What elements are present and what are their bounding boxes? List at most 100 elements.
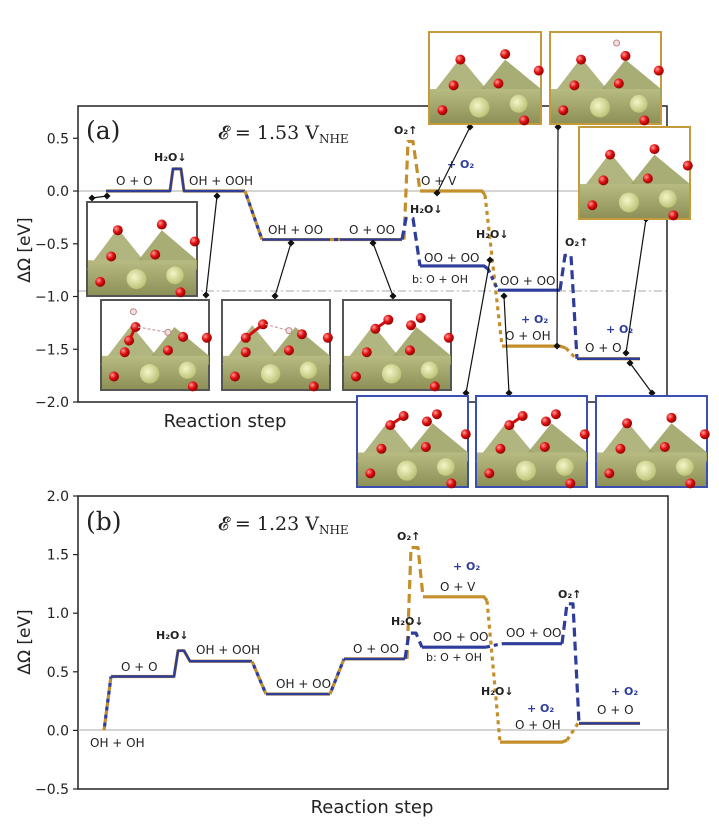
- path-b-blue-o2-peak: [560, 602, 581, 724]
- connector-marker: [462, 389, 470, 397]
- oxygen-atom: [308, 381, 319, 392]
- oxygen-atom: [361, 347, 372, 358]
- o2-release-label: O₂↑: [394, 124, 417, 137]
- metal-atom: [589, 97, 610, 118]
- y-tick-label: 1.0: [47, 606, 69, 622]
- state-label-O+O: O + O: [116, 174, 153, 188]
- state-label-O+O: O + O: [121, 660, 158, 674]
- oxygen-atom: [112, 225, 123, 236]
- oxygen-atom: [579, 429, 590, 440]
- metal-atom: [658, 189, 677, 208]
- h2o-release-label: H₂O↓: [410, 203, 443, 216]
- metal-atom: [515, 460, 536, 481]
- y-axis-label-b: ΔΩ [eV]: [15, 609, 35, 674]
- oxygen-atom: [385, 420, 396, 431]
- o2-release-label: O₂↑: [558, 588, 581, 601]
- metal-atom: [618, 192, 639, 213]
- oxygen-atom: [258, 319, 269, 330]
- oxygen-atom: [150, 249, 161, 260]
- panel-b: 2.0 1.5 1.0 0.5 0.0 −0.5 ΔΩ [eV] Reaction ste…: [15, 489, 669, 818]
- plus-o2-label: + O₂: [611, 685, 638, 698]
- oxygen-atom: [620, 50, 631, 61]
- inset-O+OH: [549, 31, 664, 126]
- oxygen-atom: [460, 429, 471, 440]
- oxygen-atom: [533, 65, 544, 76]
- oxygen-atom: [446, 478, 457, 489]
- metal-atom: [139, 364, 160, 384]
- oxygen-atom: [431, 409, 442, 420]
- connector-marker: [202, 291, 210, 299]
- inset-O+O-final: [595, 395, 710, 489]
- inset-O+OO: [342, 299, 454, 392]
- path-b-5-blue: [328, 658, 346, 695]
- path-b-gold-O+OH: [500, 738, 568, 744]
- oxygen-atom: [296, 329, 307, 340]
- path-a-gold-o2-peak: [402, 139, 422, 240]
- plus-o2-label: + O₂: [447, 158, 474, 171]
- oxygen-atom: [615, 443, 626, 454]
- path-a-gold-O+V: [420, 189, 487, 196]
- y-tick-label: −0.5: [35, 237, 69, 253]
- oxygen-atom: [622, 418, 633, 429]
- oxygen-atom: [420, 441, 431, 452]
- connector-marker: [466, 123, 474, 131]
- oxygen-atom: [178, 331, 189, 342]
- x-axis-label-a: Reaction step: [164, 411, 287, 432]
- y-tick-label: 0.5: [47, 131, 69, 147]
- connector-line: [205, 195, 218, 296]
- structure-insets: [86, 31, 710, 489]
- oxygen-atom: [175, 287, 186, 298]
- oxygen-atom: [189, 236, 200, 247]
- connector-marker: [88, 194, 96, 202]
- metal-atom: [469, 97, 490, 118]
- octahedron-shape: [429, 57, 494, 99]
- oxygen-atom: [240, 347, 251, 358]
- connector-line: [625, 218, 647, 354]
- octahedron-shape: [386, 327, 451, 365]
- oxygen-atom: [398, 411, 409, 422]
- potential-title-a: 𝓔 = 1.53 VNHE: [218, 122, 349, 146]
- path-a-blue-o2-peak: [558, 253, 579, 359]
- path-b-5-gold: [328, 658, 346, 695]
- branch-b-label: b: O + OH: [412, 273, 468, 286]
- octahedron-shape: [623, 154, 690, 194]
- state-label-O+OO: O + OO: [353, 642, 399, 656]
- octahedron-shape: [131, 230, 197, 270]
- connector-line: [556, 126, 559, 347]
- oxygen-atom: [322, 332, 333, 343]
- oxygen-atom: [540, 416, 551, 427]
- y-tick-label: 0.5: [47, 665, 69, 681]
- metal-atom: [436, 458, 455, 476]
- connector-marker: [622, 349, 630, 357]
- oxygen-atom: [587, 200, 598, 211]
- oxygen-atom: [437, 105, 448, 116]
- octahedron-shape: [520, 423, 587, 462]
- oxygen-atom: [500, 49, 511, 60]
- connector-line: [503, 295, 510, 394]
- oxygen-atom: [598, 175, 609, 186]
- path-b-gold-O+V: [423, 595, 489, 602]
- state-label-OO+OO: OO + OO: [433, 630, 488, 644]
- oxygen-atom: [569, 80, 580, 91]
- y-axis-label-a: ΔΩ [eV]: [15, 217, 35, 282]
- path-b-1-blue: [102, 676, 113, 731]
- oxygen-atom: [659, 441, 670, 452]
- connector-marker: [369, 239, 377, 247]
- hydrogen-bond: [137, 326, 169, 333]
- y-tick-label: −1.0: [35, 290, 69, 306]
- state-label-OH+OOH: OH + OOH: [189, 174, 253, 188]
- connector-marker: [213, 192, 221, 200]
- connector-marker: [287, 239, 295, 247]
- h2o-release-label: H₂O↓: [476, 228, 509, 241]
- state-label-O+V: O + V: [440, 580, 476, 594]
- metal-atom: [299, 361, 318, 379]
- path-a-blue-link: [486, 268, 500, 291]
- path-b-gold-o2-peak: [405, 545, 425, 659]
- octahedron-shape: [401, 423, 468, 462]
- path-b-3-blue: [250, 660, 268, 695]
- path-a-blue-OO+OO-1: [420, 264, 489, 271]
- path-b-blue-h2o-peak: [403, 631, 424, 660]
- oxygen-atom: [604, 468, 615, 479]
- octahedron-shape: [594, 59, 661, 99]
